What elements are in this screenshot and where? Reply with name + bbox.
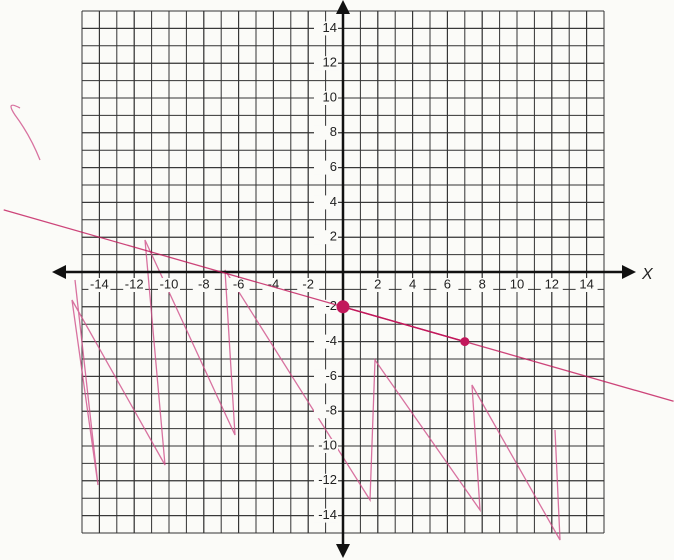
y-tick-label: -10 — [318, 437, 337, 452]
x-tick-label: -4 — [268, 276, 280, 291]
x-tick-label: -2 — [302, 276, 314, 291]
x-arrow-left — [52, 265, 66, 279]
point — [460, 337, 469, 346]
chart: X -14 -12 -10 -8 -6 -4 -2 2 4 6 8 10 12 14 -14 -12 -10 -8… — [0, 0, 674, 560]
x-tick-label: 4 — [409, 276, 416, 291]
point — [337, 300, 350, 313]
scribble — [11, 105, 560, 540]
x-tick-label: 6 — [444, 276, 451, 291]
y-tick-label: -4 — [325, 333, 337, 348]
y-tick-label: -2 — [325, 298, 337, 313]
x-tick-label: 8 — [479, 276, 486, 291]
y-tick-label: 4 — [330, 194, 337, 209]
y-tick-label: -6 — [325, 368, 337, 383]
x-tick-label: 10 — [510, 276, 524, 291]
x-tick-label: -12 — [125, 276, 144, 291]
y-tick-label: 8 — [330, 124, 337, 139]
y-tick-label: 10 — [323, 89, 337, 104]
y-tick-label: -14 — [318, 507, 337, 522]
y-tick-label: 2 — [330, 229, 337, 244]
x-tick-label: -10 — [160, 276, 179, 291]
x-tick-label: -8 — [198, 276, 210, 291]
x-tick-label: 14 — [579, 276, 593, 291]
y-tick-label: -8 — [325, 403, 337, 418]
x-tick-label: -14 — [90, 276, 109, 291]
y-tick-label: -12 — [318, 472, 337, 487]
x-tick-label: 12 — [545, 276, 559, 291]
y-arrow-bottom — [336, 544, 350, 558]
y-tick-label: 6 — [330, 159, 337, 174]
x-tick-label: 2 — [374, 276, 381, 291]
x-axis-label: X — [641, 266, 654, 283]
y-tick-label: 14 — [323, 20, 337, 35]
y-arrow-top — [336, 0, 350, 14]
x-arrow-right — [622, 265, 636, 279]
y-tick-label: 12 — [323, 55, 337, 70]
